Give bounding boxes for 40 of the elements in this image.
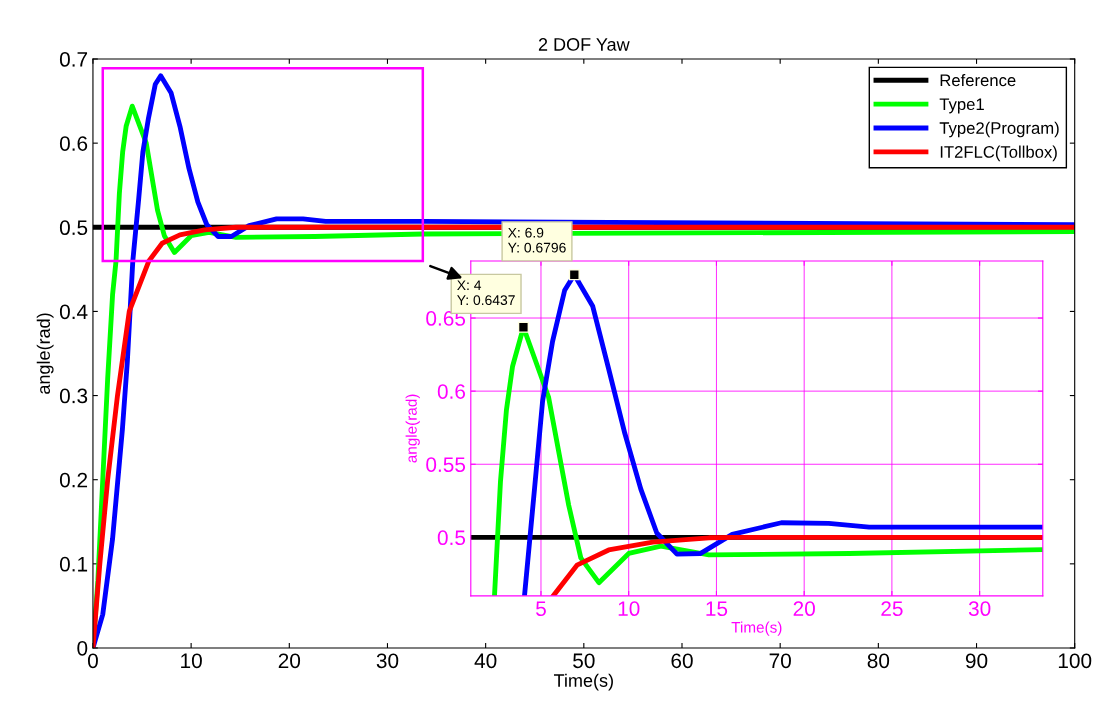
y-tick-label: 0.5 (59, 220, 88, 236)
annotation: X: 4 Y: 0.6437 (457, 280, 515, 306)
x-tick-label: 40 (474, 653, 497, 669)
x-tick-label: 15 (706, 601, 728, 617)
y-axis-title: angle(rad) (36, 313, 54, 394)
legend-label: IT2FLC(Tollbox) (940, 145, 1057, 162)
y-tick-label: 0.3 (59, 388, 88, 404)
x-axis-title: Time(s) (553, 673, 613, 691)
x-tick-label: 25 (881, 601, 903, 617)
x-tick-label: 5 (536, 601, 546, 617)
x-tick-label: 20 (793, 601, 815, 617)
x-tick-label: 20 (278, 653, 301, 669)
annotation: X: 6.9 Y: 0.6796 (507, 227, 566, 253)
y-tick-label: 0.2 (59, 472, 88, 488)
line-series (550, 534, 1043, 596)
x-tick-label: 10 (618, 601, 640, 617)
y-tick-label: 0.6 (437, 384, 466, 399)
y-tick-label: 0.7 (59, 52, 88, 67)
x-tick-label: 30 (376, 653, 399, 669)
legend-label: Type1 (939, 98, 984, 114)
x-axis-title: Time(s) (731, 621, 782, 636)
x-tick-label: 80 (867, 653, 890, 669)
x-tick-label: 90 (965, 653, 988, 669)
y-tick-label: 0.6 (59, 136, 88, 151)
x-tick-label: 30 (968, 601, 991, 617)
y-tick-label: 0.4 (59, 304, 88, 320)
legend-label: Reference (940, 74, 1016, 87)
y-tick-label: 0.1 (59, 556, 88, 572)
x-tick-label: 70 (769, 653, 791, 669)
y-axis-title: angle(rad) (405, 394, 420, 463)
chart-title: 2 DOF Yaw (538, 38, 630, 51)
y-tick-label: 0.5 (437, 530, 466, 546)
x-tick-label: 50 (573, 653, 595, 669)
y-tick-label: 0 (77, 640, 88, 656)
x-tick-label: 10 (181, 653, 202, 669)
y-tick-label: 0.55 (426, 457, 466, 473)
x-tick-label: 100 (1058, 653, 1092, 669)
x-tick-label: 0 (87, 653, 98, 669)
x-tick-label: 60 (671, 653, 693, 669)
legend-label: Type2(Program) (939, 121, 1059, 138)
